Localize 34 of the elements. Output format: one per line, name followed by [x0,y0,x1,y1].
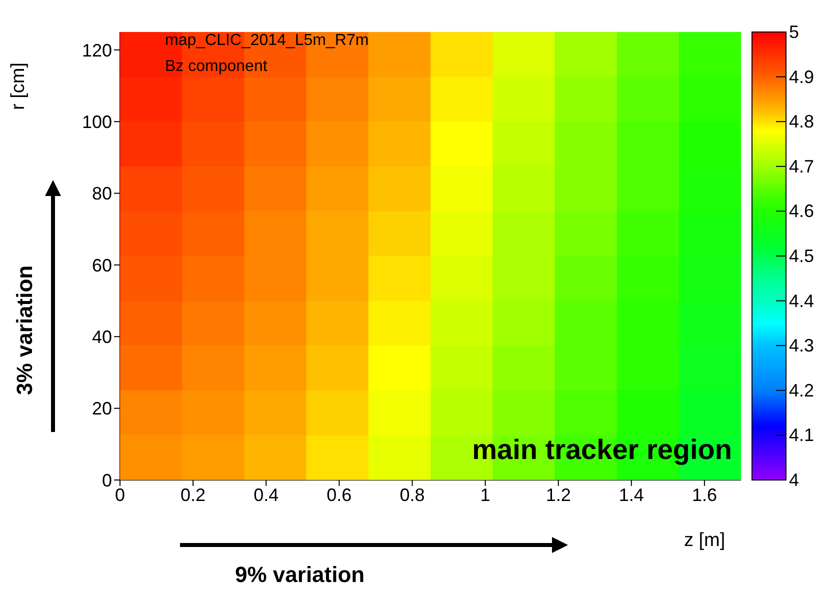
annotation: main tracker region [472,434,732,466]
color-bar-label: 4.5 [789,246,814,266]
color-bar-label: 4.7 [789,156,814,176]
y-tick-label: 80 [92,184,112,204]
y-tick-label: 20 [92,398,112,419]
color-bar-label: 5 [789,22,800,42]
y-tick-label: 60 [92,255,112,276]
color-bar-label: 4.3 [789,336,814,356]
x-tick-label: 1.6 [692,484,717,505]
x-tick-label: 1.2 [546,484,571,505]
color-bar-label: 4.1 [789,425,814,446]
text: 9% variation [235,562,365,588]
y-tick-label: 120 [82,40,112,60]
x-tick-label: 1 [480,484,490,505]
x-tick-label: 0.4 [254,484,279,505]
y-tick-label: 40 [92,327,112,348]
x-tick-label: 0 [114,484,126,505]
color-bar-label: 4.8 [789,112,814,132]
color-bar-label: 4.6 [789,201,814,222]
x-tick-label: 1.4 [618,484,644,505]
color-bar-label: 4.9 [789,66,814,87]
x-tick-label: 0.6 [326,484,352,505]
y-axis-title: r [cm] [8,62,30,110]
x-tick-label: 0.2 [180,484,206,505]
y-tick-label: 0 [102,470,112,490]
text: 3% variation [12,265,38,395]
color-bar-label: 4.2 [789,380,814,400]
x-axis-title: z [m] [684,530,726,552]
annotation: Bz component [165,58,268,76]
x-tick-label: 0.8 [400,484,425,505]
y-tick-label: 100 [82,112,112,132]
color-bar-label: 4 [789,470,800,490]
color-bar-label: 4.4 [789,290,814,311]
annotation: map_CLIC_2014_L5m_R7m [165,32,369,50]
